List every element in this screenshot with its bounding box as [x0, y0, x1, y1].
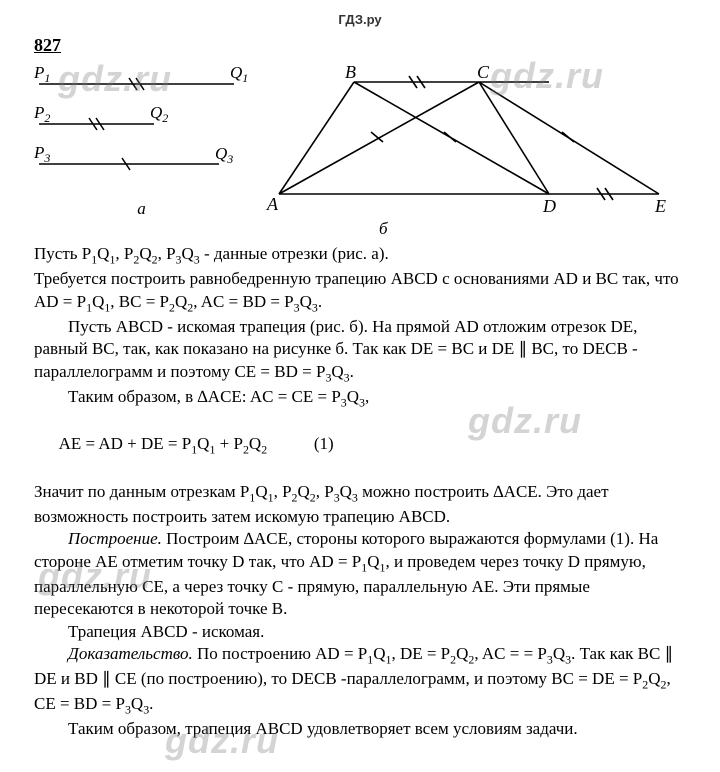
- para-9: Доказательство. По построению AD = P1Q1,…: [34, 643, 686, 718]
- fig-b-label: б: [379, 219, 388, 239]
- site-header: ГДЗ.ру: [34, 12, 686, 27]
- svg-text:P2: P2: [34, 103, 50, 125]
- page: ГДЗ.ру 827 gdz.ru gdz.ru gdz.ru gdz.ru g…: [0, 0, 720, 769]
- para-4: Таким образом, в ∆ACE: AC = CE = P3Q3,: [34, 386, 686, 411]
- segments-svg: P1 Q1 P2 Q2 P3 Q3: [34, 64, 249, 194]
- figure-a: P1 Q1 P2 Q2 P3 Q3 а: [34, 64, 249, 219]
- para-8: Трапеция ABCD - искомая.: [34, 621, 686, 643]
- svg-text:P3: P3: [34, 143, 50, 165]
- svg-text:Q1: Q1: [230, 64, 248, 85]
- svg-text:E: E: [654, 196, 666, 214]
- svg-text:A: A: [266, 194, 279, 214]
- svg-text:C: C: [477, 64, 490, 82]
- svg-text:Q2: Q2: [150, 103, 168, 125]
- para-3: Пусть ABCD - искомая трапеция (рис. б). …: [34, 316, 686, 386]
- fig-a-label: а: [137, 199, 146, 219]
- svg-text:P1: P1: [34, 64, 50, 85]
- para-5: AE = AD + DE = P1Q1 + P2Q2 (1): [34, 411, 686, 481]
- figures-row: P1 Q1 P2 Q2 P3 Q3 а: [34, 64, 686, 239]
- para-7: Построение. Построим ∆ACE, стороны котор…: [34, 528, 686, 620]
- figure-b: A B C D E б: [249, 64, 686, 239]
- problem-number: 827: [34, 35, 686, 56]
- para-1: Пусть P1Q1, P2Q2, P3Q3 - данные отрезки …: [34, 243, 686, 268]
- svg-text:Q3: Q3: [215, 144, 233, 166]
- para-10: Таким образом, трапеция ABCD удовлетворя…: [34, 718, 686, 740]
- para-6: Значит по данным отрезкам P1Q1, P2Q2, P3…: [34, 481, 686, 529]
- svg-text:D: D: [542, 196, 556, 214]
- body-text: Пусть P1Q1, P2Q2, P3Q3 - данные отрезки …: [34, 243, 686, 741]
- para-2: Требуется построить равнобедренную трапе…: [34, 268, 686, 316]
- svg-text:B: B: [345, 64, 356, 82]
- trapezoid-svg: A B C D E: [249, 64, 669, 214]
